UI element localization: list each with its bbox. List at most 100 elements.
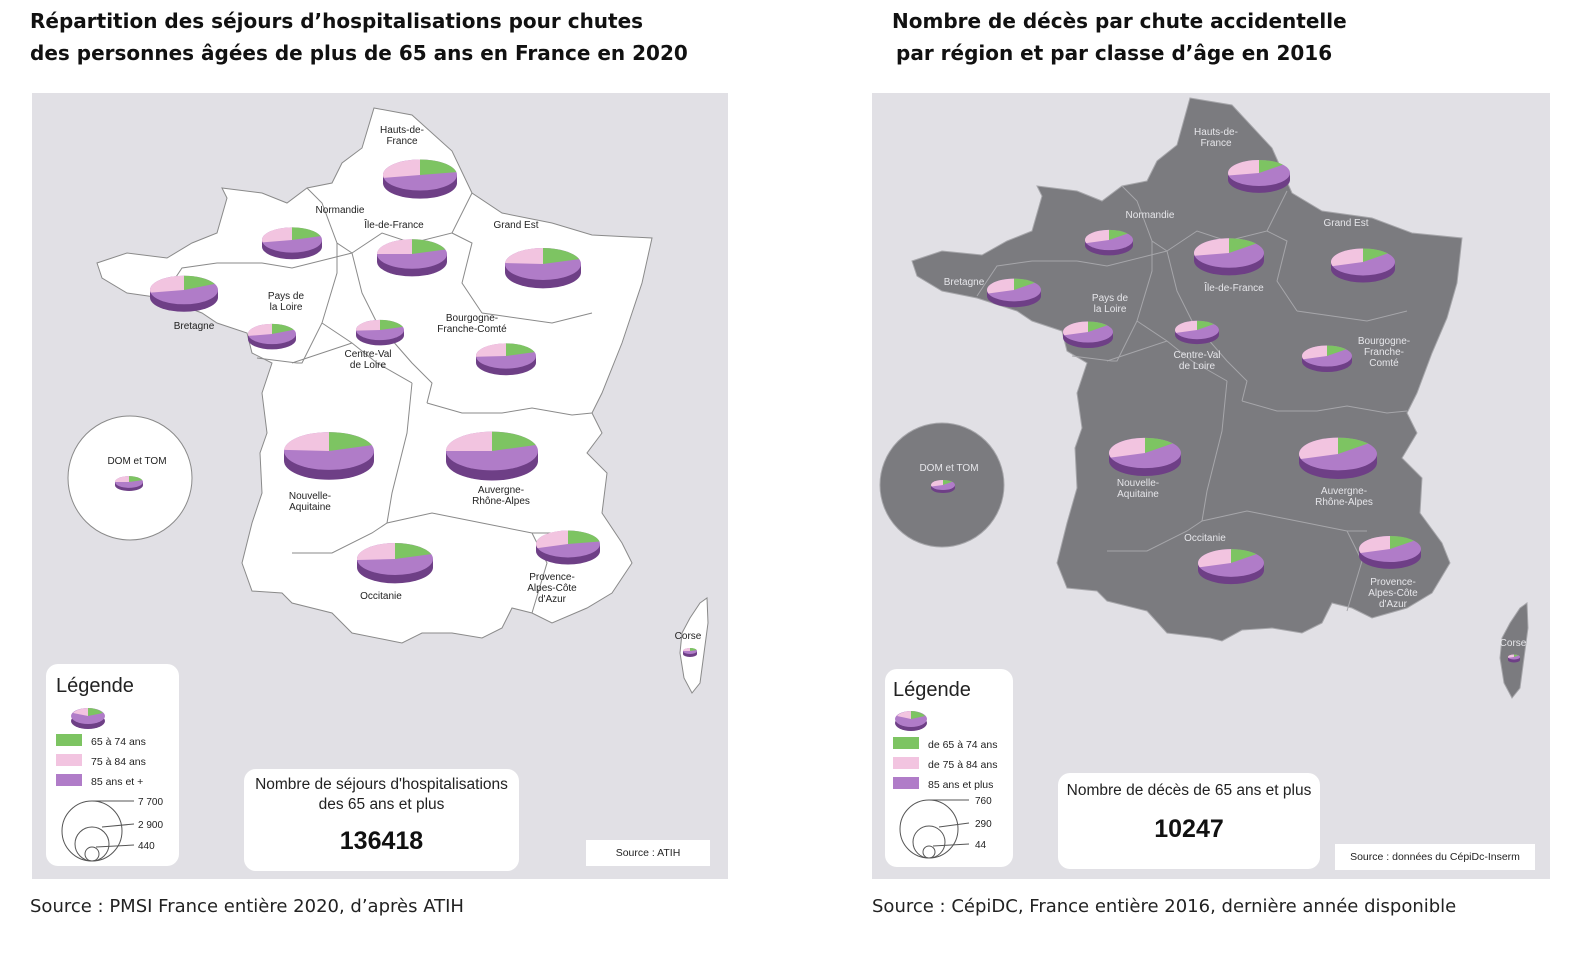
right-legend-title: Légende xyxy=(893,679,971,701)
left-region-label-12-0: Corse xyxy=(675,631,702,642)
left-region-label-6-1: de Loire xyxy=(350,360,387,371)
left-source-card: Source : ATIH xyxy=(586,840,710,866)
right-region-label-5-0: Pays de xyxy=(1092,293,1129,304)
right-legend-size-3: 44 xyxy=(975,840,987,851)
left-region-label-9-1: Rhône-Alpes xyxy=(472,496,530,507)
left-region-label-0-0: Hauts-de- xyxy=(380,125,424,136)
right-region-label-11-0: Provence- xyxy=(1370,577,1416,588)
right-panel: Nombre de décès par chute accidentelle p… xyxy=(860,0,1576,956)
left-bottom-source: Source : PMSI France entière 2020, d’apr… xyxy=(30,896,464,917)
left-legend-swatch-pink xyxy=(56,754,82,766)
left-pie-0 xyxy=(382,159,457,199)
right-region-label-10-0: Occitanie xyxy=(1184,533,1226,544)
right-legend: Légende de 65 à 74 ans de 75 à 84 ans 85… xyxy=(885,669,1013,867)
right-map: Hauts-de- France Normandie Île-de-France Gra… xyxy=(872,93,1550,879)
right-region-label-11-1: Alpes-Côte xyxy=(1368,588,1418,599)
right-legend-swatch-pink xyxy=(893,757,919,769)
right-pie-4 xyxy=(987,278,1041,308)
left-total-value: 136418 xyxy=(339,827,424,855)
left-total-card: Nombre de séjours d'hospitalisations des… xyxy=(244,769,519,871)
right-pie-6 xyxy=(1175,320,1219,345)
right-region-label-8-0: Nouvelle- xyxy=(1117,478,1159,489)
left-total-title-1: Nombre de séjours d'hospitalisations xyxy=(255,776,508,793)
left-labels: Hauts-de-France Normandie Île-de-France Gra… xyxy=(107,125,701,642)
right-region-label-12-0: Corse xyxy=(1500,638,1527,649)
right-labels: Hauts-de-France Normandie Île-de-France Gra… xyxy=(919,127,1526,649)
right-legend-swatch-green xyxy=(893,737,919,749)
right-pie-8 xyxy=(1109,437,1181,477)
left-legend-title: Légende xyxy=(56,675,134,697)
left-region-label-4-0: Bretagne xyxy=(174,321,215,332)
right-pie-7 xyxy=(1302,345,1352,372)
left-legend-size-1: 7 700 xyxy=(138,797,163,808)
right-pie-11 xyxy=(1359,535,1421,569)
left-region-label-10-0: Occitanie xyxy=(360,591,402,602)
right-pie-13 xyxy=(931,479,955,494)
left-legend: Légende 65 à 74 ans 75 à 84 ans 85 ans e… xyxy=(46,664,179,866)
right-legend-size-circles xyxy=(899,799,970,859)
left-legend-item-2: 75 à 84 ans xyxy=(91,756,146,768)
left-map: Hauts-de- France Normandie Île-de-France Gra… xyxy=(32,93,728,879)
left-pie-6 xyxy=(356,319,404,346)
right-map-svg: Hauts-de-France Normandie Île-de-France Gra… xyxy=(879,97,1529,699)
left-region-label-8-0: Nouvelle- xyxy=(289,491,331,502)
right-corse-shape xyxy=(1499,602,1529,699)
left-pie-8 xyxy=(284,432,374,480)
right-region-label-7-1: Franche- xyxy=(1364,347,1404,358)
right-region-label-2-0: Île-de-France xyxy=(1203,281,1264,294)
left-legend-size-3: 440 xyxy=(138,841,155,852)
left-pie-4 xyxy=(150,275,218,312)
right-total-card: Nombre de décès de 65 ans et plus 10247 xyxy=(1058,773,1320,869)
left-pie-13 xyxy=(115,476,143,491)
right-title: Nombre de décès par chute accidentelle p… xyxy=(892,9,1347,65)
right-legend-swatch-purple xyxy=(893,777,919,789)
left-region-label-7-0: Bourgogne- xyxy=(446,313,498,324)
right-pie-9 xyxy=(1299,437,1377,479)
right-total-title-1: Nombre de décès de 65 ans et plus xyxy=(1066,782,1312,799)
left-legend-pie-icon xyxy=(71,708,105,729)
right-legend-size-1: 760 xyxy=(975,796,992,807)
left-region-label-11-1: Alpes-Côte xyxy=(527,583,577,594)
right-legend-size-2: 290 xyxy=(975,819,992,830)
right-pie-1 xyxy=(1085,229,1133,256)
left-region-label-9-0: Auvergne- xyxy=(478,485,524,496)
right-region-label-7-2: Comté xyxy=(1369,358,1399,369)
left-panel: Répartition des séjours d’hospitalisatio… xyxy=(0,0,760,956)
right-region-label-8-1: Aquitaine xyxy=(1117,489,1159,500)
left-legend-swatch-purple xyxy=(56,774,82,786)
right-region-label-9-1: Rhône-Alpes xyxy=(1315,497,1373,508)
left-region-label-5-1: la Loire xyxy=(270,302,303,313)
left-pie-12 xyxy=(683,648,697,657)
left-pies xyxy=(115,159,697,657)
left-map-svg: Hauts-de-France Normandie Île-de-France Gra… xyxy=(67,107,709,694)
left-legend-swatch-green xyxy=(56,734,82,746)
left-legend-item-1: 65 à 74 ans xyxy=(91,736,146,748)
right-legend-item-3: 85 ans et plus xyxy=(928,779,993,791)
left-region-label-13-0: DOM et TOM xyxy=(107,456,166,467)
left-title: Répartition des séjours d’hospitalisatio… xyxy=(30,9,688,65)
right-legend-svg: Légende de 65 à 74 ans de 75 à 84 ans 85… xyxy=(893,679,997,859)
left-region-label-11-2: d'Azur xyxy=(538,594,567,605)
left-region-label-1-0: Normandie xyxy=(316,205,365,216)
right-source-card: Source : données du CépiDc-Inserm xyxy=(1335,844,1535,870)
left-region-borders xyxy=(161,187,593,614)
right-pie-2 xyxy=(1194,238,1264,276)
left-pie-3 xyxy=(505,248,581,289)
right-pie-3 xyxy=(1331,248,1395,283)
left-region-label-6-0: Centre-Val xyxy=(344,349,391,360)
left-legend-svg: Légende 65 à 74 ans 75 à 84 ans 85 ans e… xyxy=(56,675,163,862)
left-region-label-11-0: Provence- xyxy=(529,572,575,583)
left-region-label-7-1: Franche-Comté xyxy=(437,324,507,335)
right-pie-12 xyxy=(1508,654,1520,663)
right-region-label-11-2: d'Azur xyxy=(1379,599,1408,610)
left-pie-2 xyxy=(377,239,447,277)
left-total-title-2: des 65 ans et plus xyxy=(318,796,445,813)
right-region-label-0-1: France xyxy=(1200,138,1232,149)
right-france-shape xyxy=(911,97,1463,642)
left-legend-size-2: 2 900 xyxy=(138,820,163,831)
left-region-label-5-0: Pays de xyxy=(268,291,305,302)
right-legend-item-2: de 75 à 84 ans xyxy=(928,759,997,771)
right-region-label-6-1: de Loire xyxy=(1179,361,1216,372)
right-legend-pie-icon xyxy=(895,711,927,731)
left-corse-shape xyxy=(679,597,709,694)
